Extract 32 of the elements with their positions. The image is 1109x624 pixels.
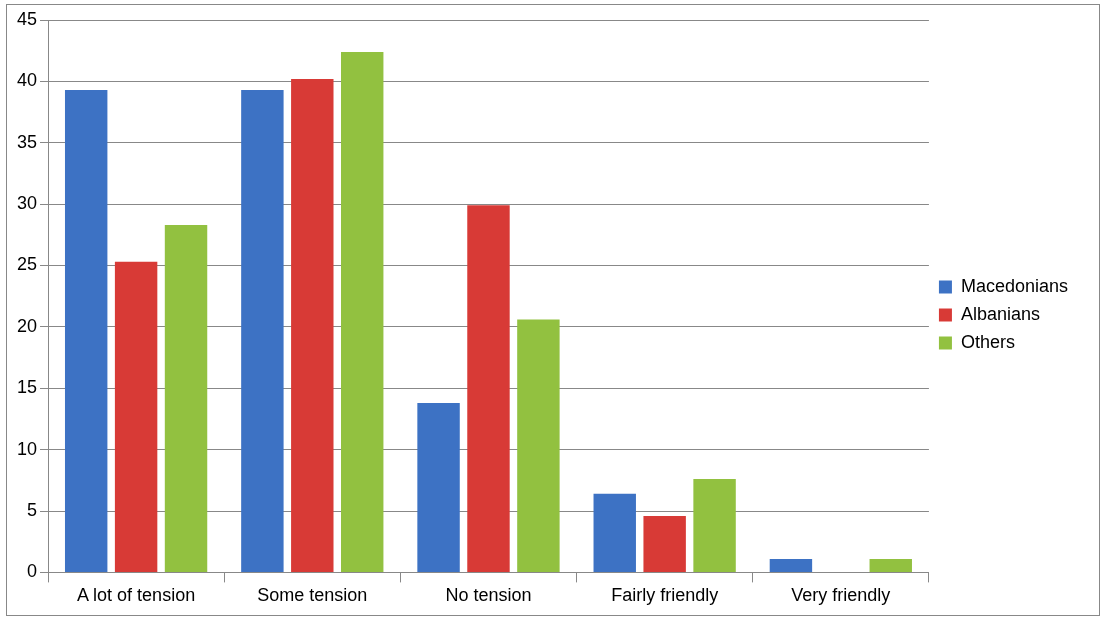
y-tick-label: 10 <box>16 438 38 459</box>
y-tick-label: 0 <box>27 561 38 582</box>
bar <box>693 479 736 572</box>
bar <box>341 51 384 572</box>
bar <box>114 261 158 572</box>
y-tick-label: 15 <box>16 377 38 398</box>
bar <box>291 78 334 572</box>
x-tick-label: A lot of tension <box>77 585 196 606</box>
bar <box>517 319 560 572</box>
bar <box>64 89 108 572</box>
legend-label: Albanians <box>960 303 1040 324</box>
y-tick-label: 25 <box>16 254 38 275</box>
bar <box>869 558 912 572</box>
y-tick-label: 5 <box>27 499 38 520</box>
x-tick-label: Very friendly <box>791 585 891 606</box>
x-tick-label: No tension <box>445 585 532 606</box>
y-tick-label: 30 <box>16 193 38 214</box>
y-tick-label: 45 <box>16 8 38 29</box>
bar <box>643 515 686 572</box>
bar <box>241 89 284 572</box>
y-tick-label: 40 <box>16 70 38 91</box>
bar <box>164 225 208 572</box>
x-tick-label: Some tension <box>257 585 368 606</box>
bar <box>417 403 460 572</box>
y-tick-label: 20 <box>16 315 38 336</box>
legend-label: Others <box>960 331 1015 352</box>
legend-label: Macedonians <box>960 275 1069 296</box>
bar <box>467 205 510 572</box>
x-tick-label: Fairly friendly <box>611 585 719 606</box>
bar <box>769 558 813 572</box>
bar <box>593 493 636 572</box>
y-tick-label: 35 <box>16 131 38 152</box>
